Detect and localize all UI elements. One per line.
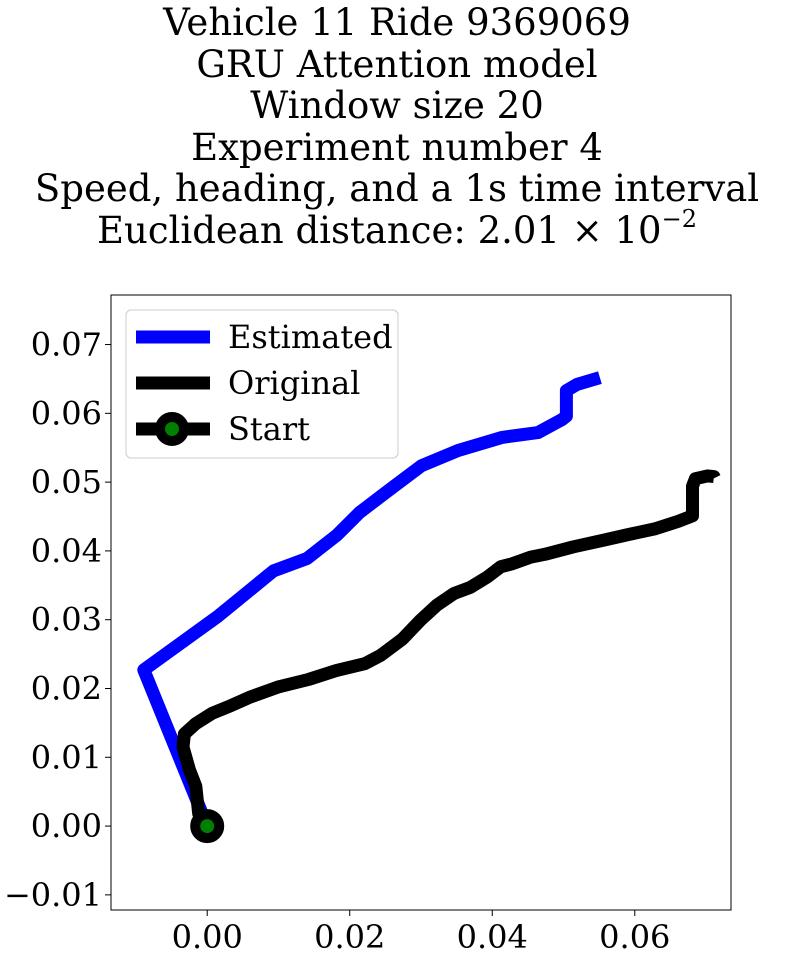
axes-frame <box>110 294 732 911</box>
legend-box <box>125 309 399 459</box>
legend: Estimated Original Start <box>125 309 399 459</box>
distance-prefix: Euclidean distance: <box>97 208 478 252</box>
x-tick-label: 0.00 <box>172 918 243 956</box>
legend-start-marker <box>155 412 189 446</box>
y-tick-label: 0.00 <box>31 807 102 845</box>
x-tick-label: 0.04 <box>457 918 528 956</box>
y-tick-label: 0.04 <box>31 532 102 570</box>
title-line-vehicle: Vehicle 11 Ride 9369069 <box>163 1 631 44</box>
distance-exponent: −2 <box>661 204 697 233</box>
y-tick-label: 0.05 <box>31 463 102 501</box>
y-tick-label: 0.07 <box>31 326 102 364</box>
legend-label-start: Start <box>228 410 310 448</box>
x-tick-label: 0.06 <box>599 918 670 956</box>
y-tick-label: 0.01 <box>31 738 102 776</box>
distance-times: × <box>571 208 603 252</box>
y-tick-label: −0.01 <box>4 876 102 914</box>
y-tick-label: 0.06 <box>31 394 102 432</box>
series-line-original <box>176 469 721 830</box>
chart-title: Vehicle 11 Ride 9369069 GRU Attention mo… <box>0 2 794 251</box>
legend-label-estimated: Estimated <box>228 318 393 356</box>
distance-base: 10 <box>614 208 662 252</box>
start-marker <box>190 809 225 844</box>
title-line-experiment: Experiment number 4 <box>191 125 603 169</box>
title-line-window: Window size 20 <box>250 84 544 127</box>
title-line-model: GRU Attention model <box>196 42 598 86</box>
title-line-distance: Euclidean distance: 2.01 × 10−2 <box>0 207 794 252</box>
y-tick-label: 0.02 <box>31 669 102 707</box>
legend-label-original: Original <box>228 364 360 402</box>
series-line-estimated <box>137 371 602 829</box>
distance-mantissa: 2.01 <box>477 208 560 252</box>
y-tick-label: 0.03 <box>31 601 102 639</box>
x-tick-label: 0.02 <box>314 918 385 956</box>
title-line-features: Speed, heading, and a 1s time interval <box>34 167 760 210</box>
